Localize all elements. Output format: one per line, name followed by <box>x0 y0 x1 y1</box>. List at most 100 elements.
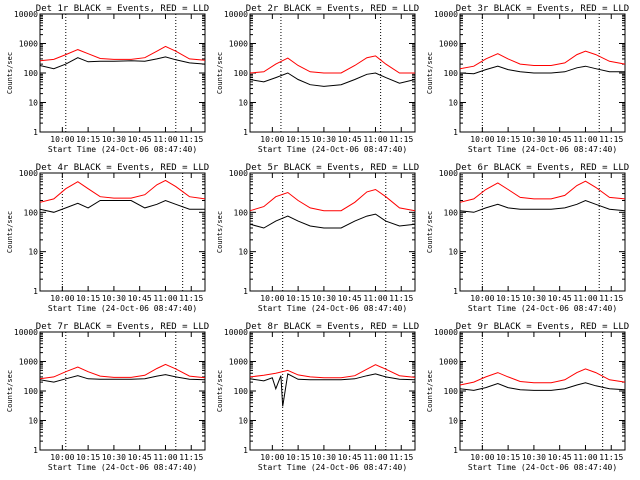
x-tick-label: 11:15 <box>599 294 623 303</box>
y-axis-label: Counts/sec <box>6 370 14 412</box>
x-tick-label: 10:00 <box>50 135 74 144</box>
x-axis-label: Start Time (24-Oct-06 08:47:40) <box>48 463 197 472</box>
panel-title: Det 7r BLACK = Events, RED = LLD <box>36 322 209 332</box>
y-tick-label: 10 <box>28 248 38 257</box>
y-axis-label: Counts/sec <box>426 52 434 94</box>
y-tick-label: 1 <box>243 287 248 296</box>
y-tick-label: 1000 <box>19 40 38 49</box>
y-tick-label: 100 <box>234 208 249 217</box>
panel-title: Det 6r BLACK = Events, RED = LLD <box>456 163 629 173</box>
x-tick-label: 11:00 <box>153 294 177 303</box>
detector-panel-1: Det 1r BLACK = Events, RED = LLD 1 10 100 10… <box>6 4 209 154</box>
x-tick-label: 10:30 <box>312 294 336 303</box>
y-axis-label: Counts/sec <box>216 370 224 412</box>
y-tick-label: 10000 <box>224 10 248 19</box>
y-tick-label: 100 <box>234 69 249 78</box>
y-tick-label: 10000 <box>434 328 458 337</box>
x-axis-label: Start Time (24-Oct-06 08:47:40) <box>468 145 617 154</box>
y-tick-label: 1000 <box>19 169 38 178</box>
plot-frame <box>459 172 626 292</box>
x-tick-label: 11:15 <box>599 453 623 462</box>
y-tick-label: 10000 <box>434 10 458 19</box>
x-tick-label: 10:15 <box>496 294 520 303</box>
events-series-line <box>249 55 415 74</box>
y-tick-label: 1000 <box>229 40 248 49</box>
panel-title: Det 9r BLACK = Events, RED = LLD <box>456 322 629 332</box>
y-tick-label: 10 <box>238 99 248 108</box>
y-tick-label: 10 <box>28 99 38 108</box>
detector-panel-4: Det 4r BLACK = Events, RED = LLD 1 10 100 10… <box>6 163 209 313</box>
x-tick-label: 10:30 <box>522 135 546 144</box>
x-tick-label: 10:45 <box>548 453 572 462</box>
x-tick-label: 10:45 <box>128 135 152 144</box>
panel-title: Det 3r BLACK = Events, RED = LLD <box>456 4 629 14</box>
lld-series-line <box>39 199 205 213</box>
x-tick-label: 10:15 <box>496 453 520 462</box>
x-tick-label: 11:00 <box>363 135 387 144</box>
detector-panel-7: Det 7r BLACK = Events, RED = LLD 1 10 100 10… <box>6 322 209 472</box>
x-axis-label: Start Time (24-Oct-06 08:47:40) <box>468 463 617 472</box>
y-tick-label: 10000 <box>14 10 38 19</box>
y-tick-label: 1000 <box>19 358 38 367</box>
y-tick-label: 1000 <box>439 169 458 178</box>
x-tick-label: 10:00 <box>470 135 494 144</box>
events-series-line <box>459 50 626 70</box>
y-axis-label: Counts/sec <box>216 211 224 253</box>
y-axis-label: Counts/sec <box>216 52 224 94</box>
y-tick-label: 100 <box>444 69 459 78</box>
x-tick-label: 11:15 <box>389 294 413 303</box>
y-tick-label: 100 <box>24 208 39 217</box>
x-tick-label: 10:45 <box>548 135 572 144</box>
x-tick-label: 10:45 <box>338 453 362 462</box>
y-axis-label: Counts/sec <box>6 52 14 94</box>
x-tick-label: 10:30 <box>312 135 336 144</box>
x-axis-label: Start Time (24-Oct-06 08:47:40) <box>258 304 407 313</box>
detector-panel-9: Det 9r BLACK = Events, RED = LLD 1 10 100 10… <box>426 322 629 472</box>
events-series-line <box>249 188 416 212</box>
x-tick-label: 10:30 <box>312 453 336 462</box>
y-axis-label: Counts/sec <box>426 370 434 412</box>
x-tick-label: 10:15 <box>496 135 520 144</box>
events-series-line <box>39 45 206 62</box>
plot-frame <box>39 172 206 292</box>
y-tick-label: 10 <box>238 417 248 426</box>
y-tick-label: 1000 <box>439 40 458 49</box>
x-tick-label: 10:45 <box>548 294 572 303</box>
y-tick-label: 1 <box>453 287 458 296</box>
plot-frame <box>39 13 206 133</box>
x-tick-label: 10:15 <box>286 294 310 303</box>
plot-frame <box>459 331 626 451</box>
plot-frame <box>39 331 206 451</box>
lld-series-line <box>249 213 416 229</box>
y-tick-label: 10 <box>448 417 458 426</box>
x-tick-label: 10:45 <box>128 294 152 303</box>
x-tick-label: 11:15 <box>389 453 413 462</box>
panel-title: Det 1r BLACK = Events, RED = LLD <box>36 4 209 14</box>
lld-series-line <box>459 65 625 75</box>
y-tick-label: 10000 <box>14 328 38 337</box>
plot-frame <box>249 331 416 451</box>
x-tick-label: 11:15 <box>179 294 203 303</box>
x-tick-label: 10:45 <box>338 294 362 303</box>
y-tick-label: 1000 <box>229 358 248 367</box>
x-axis-label: Start Time (24-Oct-06 08:47:40) <box>258 145 407 154</box>
x-tick-label: 10:30 <box>522 294 546 303</box>
detector-panel-2: Det 2r BLACK = Events, RED = LLD 1 10 100 10… <box>216 4 419 154</box>
y-tick-label: 1000 <box>439 358 458 367</box>
x-tick-label: 10:00 <box>470 294 494 303</box>
y-tick-label: 100 <box>444 387 459 396</box>
panel-title: Det 2r BLACK = Events, RED = LLD <box>246 4 419 14</box>
y-tick-label: 100 <box>234 387 249 396</box>
x-tick-label: 11:15 <box>179 135 203 144</box>
y-tick-label: 10 <box>238 248 248 257</box>
x-axis-label: Start Time (24-Oct-06 08:47:40) <box>258 463 407 472</box>
detector-panel-5: Det 5r BLACK = Events, RED = LLD 1 10 100 10… <box>216 163 419 313</box>
x-tick-label: 11:00 <box>153 135 177 144</box>
x-tick-label: 11:00 <box>573 453 597 462</box>
y-tick-label: 1000 <box>229 169 248 178</box>
x-tick-label: 10:15 <box>286 453 310 462</box>
detector-panel-3: Det 3r BLACK = Events, RED = LLD 1 10 100 10… <box>426 4 629 154</box>
y-tick-label: 10 <box>448 99 458 108</box>
x-tick-label: 10:00 <box>50 453 74 462</box>
